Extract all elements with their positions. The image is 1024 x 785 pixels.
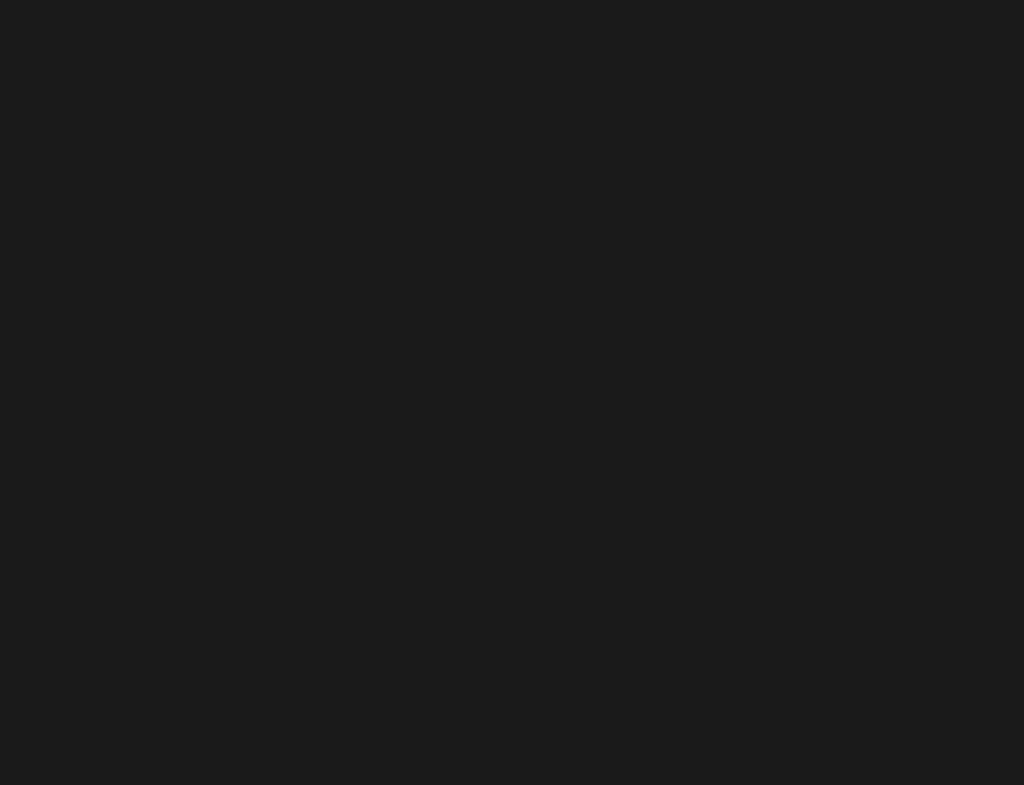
nodes-layer	[0, 0, 1024, 785]
